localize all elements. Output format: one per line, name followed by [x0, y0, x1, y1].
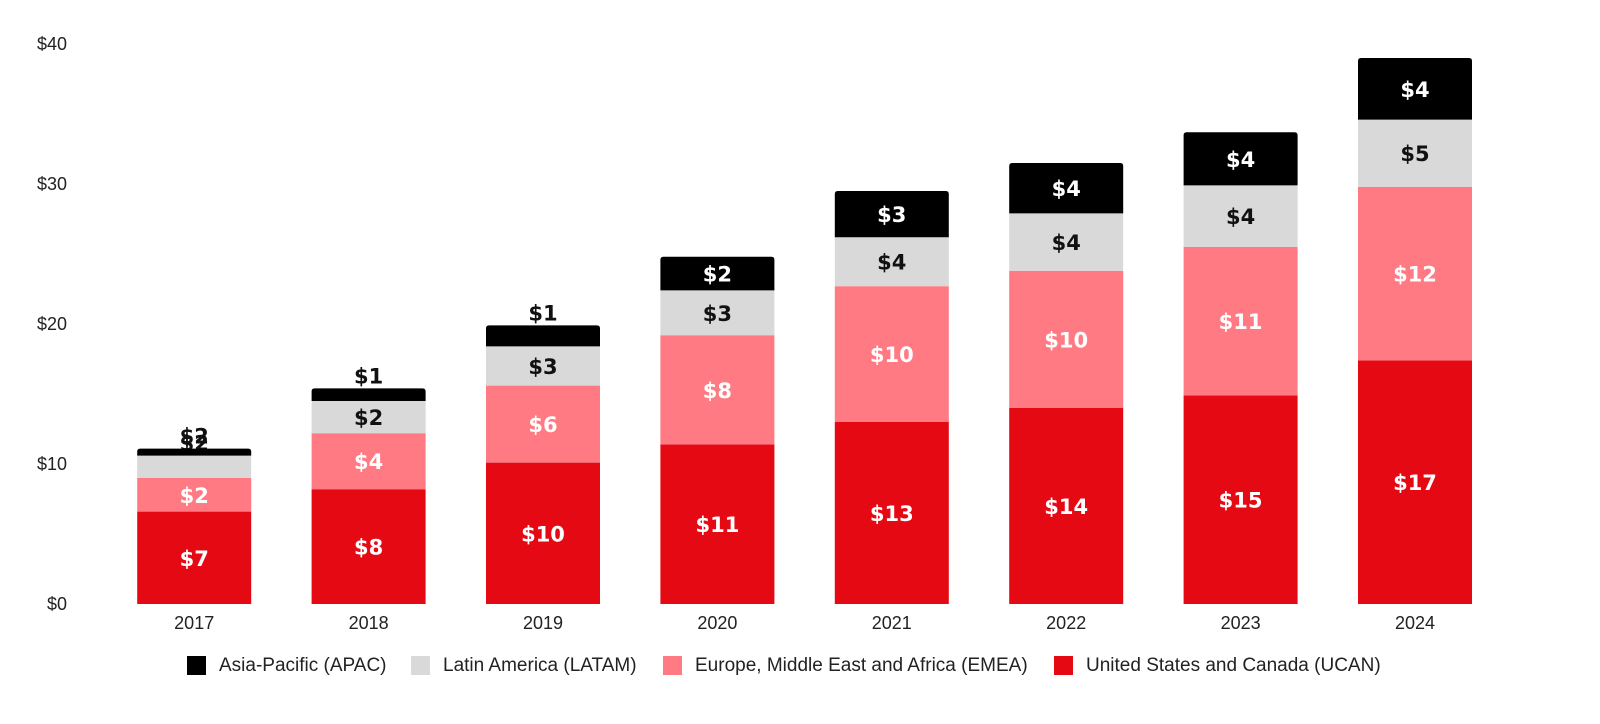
bar-segment-latin-america-latam-2024 — [1358, 119, 1472, 187]
bar-segment-europe-middle-east-and-africa-emea-2017 — [137, 478, 252, 512]
data-label: $7 — [180, 547, 209, 571]
data-label: $4 — [1052, 231, 1081, 255]
legend: Asia-Pacific (APAC) Latin America (LATAM)… — [187, 655, 1381, 676]
bar-segment-asia-pacific-apac-2020 — [660, 256, 775, 291]
bar-segment-europe-middle-east-and-africa-emea-2019 — [486, 385, 600, 463]
bar-segment-united-states-and-canada-ucan-2024 — [1358, 360, 1472, 604]
bars-area: $7$2$2$2$8$4$2$1$10$6$3$1$11$8$3$2$13$10… — [137, 58, 1472, 604]
data-label: $11 — [1219, 310, 1263, 334]
bar-segment-europe-middle-east-and-africa-emea-2023 — [1183, 247, 1298, 396]
data-label: $2 — [354, 406, 383, 430]
x-tick-label: 2022 — [1046, 613, 1086, 633]
data-label: $17 — [1393, 471, 1437, 495]
bar-segment-asia-pacific-apac-2022 — [1009, 163, 1124, 214]
legend-item: Asia-Pacific (APAC) — [187, 655, 387, 676]
bar-segment-europe-middle-east-and-africa-emea-2022 — [1009, 270, 1124, 408]
legend-item: United States and Canada (UCAN) — [1054, 655, 1381, 676]
data-label: $11 — [695, 513, 739, 537]
bar-segment-europe-middle-east-and-africa-emea-2021 — [834, 286, 949, 422]
data-label: $3 — [528, 355, 557, 379]
y-tick-label: $30 — [37, 174, 67, 194]
legend-item: Latin America (LATAM) — [411, 655, 637, 676]
bar-segment-latin-america-latam-2021 — [834, 237, 949, 287]
data-label: $10 — [870, 343, 914, 367]
bar-segment-asia-pacific-apac-2018 — [311, 388, 426, 401]
x-tick-label: 2019 — [523, 613, 563, 633]
legend-label: Europe, Middle East and Africa (EMEA) — [695, 655, 1028, 676]
bar-segment-latin-america-latam-2018 — [311, 401, 426, 434]
data-label: $4 — [354, 450, 383, 474]
legend-label: Latin America (LATAM) — [443, 655, 637, 676]
bar-segment-europe-middle-east-and-africa-emea-2024 — [1358, 186, 1472, 361]
data-label: $14 — [1044, 495, 1088, 519]
data-label: $10 — [521, 522, 565, 546]
x-tick-label: 2024 — [1395, 613, 1435, 633]
bar-segment-latin-america-latam-2020 — [660, 290, 775, 336]
bar-segment-latin-america-latam-2023 — [1183, 185, 1298, 247]
x-axis: 2017 2018 2019 2020 2021 2022 2023 2024 — [174, 613, 1435, 633]
bar-segment-latin-america-latam-2019 — [486, 346, 600, 386]
data-label: $4 — [1400, 78, 1429, 102]
legend-label: Asia-Pacific (APAC) — [219, 655, 387, 676]
legend-swatch — [411, 656, 430, 675]
data-label: $4 — [1226, 205, 1255, 229]
legend-swatch — [187, 656, 206, 675]
legend-label: United States and Canada (UCAN) — [1086, 655, 1381, 676]
x-tick-label: 2018 — [349, 613, 389, 633]
bar-segment-asia-pacific-apac-2019 — [486, 325, 600, 347]
data-label: $5 — [1400, 142, 1429, 166]
data-label: $6 — [528, 413, 557, 437]
data-label: $4 — [877, 251, 906, 275]
data-label: $2 — [703, 263, 732, 287]
data-label: $13 — [870, 502, 914, 526]
legend-swatch — [1054, 656, 1073, 675]
legend-swatch — [663, 656, 682, 675]
bar-segment-united-states-and-canada-ucan-2021 — [834, 422, 949, 604]
legend-item: Europe, Middle East and Africa (EMEA) — [663, 655, 1028, 676]
bar-segment-united-states-and-canada-ucan-2017 — [137, 511, 252, 604]
y-tick-label: $20 — [37, 314, 67, 334]
data-label: $8 — [703, 379, 732, 403]
data-label: $8 — [354, 536, 383, 560]
bar-segment-united-states-and-canada-ucan-2019 — [486, 462, 600, 604]
x-tick-label: 2020 — [697, 613, 737, 633]
data-label: $4 — [1052, 177, 1081, 201]
bar-segment-asia-pacific-apac-2017 — [137, 448, 252, 456]
bar-segment-asia-pacific-apac-2021 — [834, 191, 949, 238]
y-tick-label: $10 — [37, 454, 67, 474]
data-label: $15 — [1219, 489, 1263, 513]
data-label: $3 — [703, 302, 732, 326]
bar-segment-united-states-and-canada-ucan-2020 — [660, 444, 775, 604]
data-label: $10 — [1044, 328, 1088, 352]
bar-segment-latin-america-latam-2017 — [137, 455, 252, 478]
bar-segment-asia-pacific-apac-2024 — [1358, 58, 1472, 120]
bar-segment-united-states-and-canada-ucan-2023 — [1183, 395, 1298, 604]
x-tick-label: 2023 — [1221, 613, 1261, 633]
bar-segment-united-states-and-canada-ucan-2018 — [311, 489, 426, 604]
data-label: $1 — [528, 301, 557, 325]
data-label: $12 — [1393, 263, 1437, 287]
data-label: $1 — [354, 364, 383, 388]
bar-segment-europe-middle-east-and-africa-emea-2020 — [660, 335, 775, 445]
y-tick-label: $0 — [47, 594, 67, 614]
bar-segment-united-states-and-canada-ucan-2022 — [1009, 408, 1124, 604]
bar-segment-latin-america-latam-2022 — [1009, 213, 1124, 271]
data-label: $4 — [1226, 148, 1255, 172]
bar-segment-europe-middle-east-and-africa-emea-2018 — [311, 433, 426, 490]
x-tick-label: 2017 — [174, 613, 214, 633]
bar-segment-asia-pacific-apac-2023 — [1183, 132, 1298, 186]
data-label: $2 — [180, 484, 209, 508]
data-label: $3 — [877, 203, 906, 227]
x-tick-label: 2021 — [872, 613, 912, 633]
data-label: $2 — [180, 425, 209, 449]
y-tick-label: $40 — [37, 34, 67, 54]
y-axis: $0 $10 $20 $30 $40 — [37, 34, 67, 614]
